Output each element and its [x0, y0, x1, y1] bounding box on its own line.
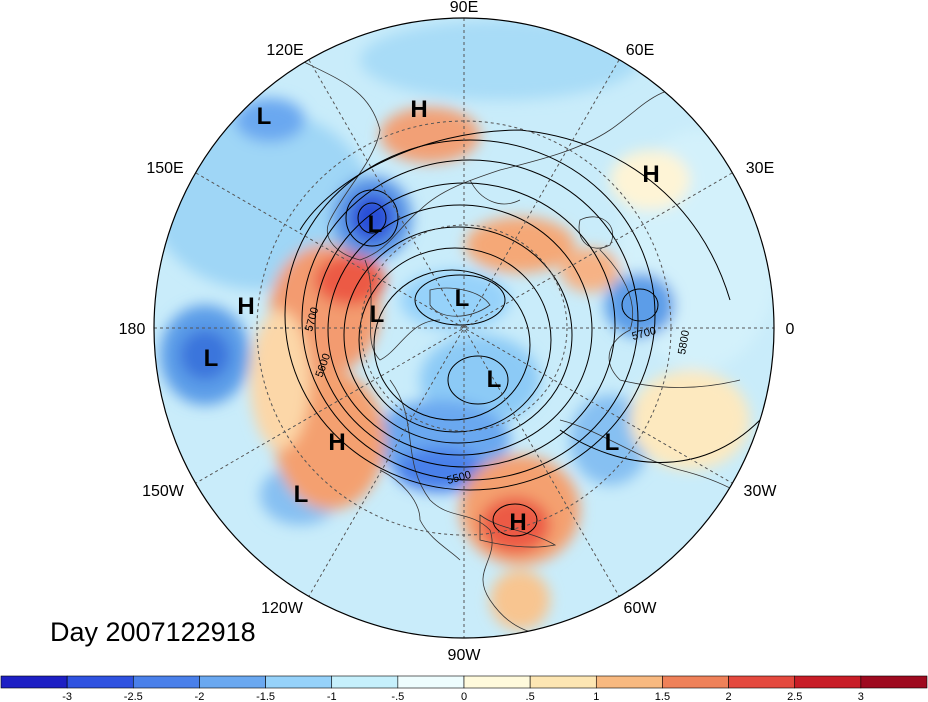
coastlines — [299, 59, 771, 634]
colorbar-swatch — [199, 675, 266, 689]
colorbar-tick-label: 2 — [726, 691, 732, 702]
colorbar-swatch — [794, 675, 862, 689]
colorbar-tick-label: -2.5 — [124, 691, 143, 702]
pressure-center-marker: L — [455, 285, 470, 312]
pressure-centers: L H H L H L L L L H L L H L H — [204, 96, 660, 536]
pressure-center-marker: H — [642, 161, 659, 188]
colorbar-tick-label: 1.5 — [655, 691, 670, 702]
longitude-labels: 90E 60E 120E 150E 30E 180 0 150W 30W 120… — [119, 0, 795, 664]
lon-label: 60W — [624, 600, 658, 617]
colorbar-swatch — [860, 675, 928, 689]
lon-label: 90W — [448, 647, 482, 664]
lon-label: 90E — [450, 0, 478, 16]
graticule — [154, 18, 774, 638]
colorbar-swatch — [66, 675, 134, 689]
lon-label: 60E — [626, 42, 654, 59]
pressure-center-marker: L — [294, 481, 309, 508]
colorbar-swatch — [529, 675, 597, 689]
pressure-center-marker: L — [605, 429, 620, 456]
lon-label: 150E — [146, 160, 183, 177]
pressure-center-marker: L — [257, 103, 272, 130]
colorbar-swatches — [0, 675, 928, 689]
pressure-center-marker: L — [370, 301, 385, 328]
colorbar-tick-label: 3 — [858, 691, 864, 702]
colorbar-swatch — [463, 675, 531, 689]
colorbar-swatch — [265, 675, 333, 689]
colorbar-tick-label: -.5 — [391, 691, 404, 702]
colorbar-tick-label: 1 — [593, 691, 599, 702]
colorbar-tick-label: 0 — [461, 691, 467, 702]
colorbar-tick-label: -1 — [327, 691, 337, 702]
colorbar-tick-label: -1.5 — [256, 691, 275, 702]
polar-stereographic-map: 90E 60E 120E 150E 30E 180 0 150W 30W 120… — [119, 0, 795, 664]
colorbar-swatch — [728, 675, 796, 689]
colorbar-swatch — [662, 675, 729, 689]
colorbar-tick-label: .5 — [526, 691, 535, 702]
colorbar: -3 -2.5 -2 -1.5 -1 -.5 0 .5 1 1.5 2 2.5 3 — [0, 675, 928, 702]
lon-label: 30W — [744, 483, 778, 500]
colorbar-swatch — [331, 675, 399, 689]
pressure-center-marker: H — [410, 96, 427, 123]
lon-label: 0 — [786, 321, 795, 338]
colorbar-swatch — [132, 675, 200, 689]
lon-label: 120W — [261, 600, 304, 617]
height-contours — [284, 129, 761, 537]
map-boundary — [153, 17, 775, 639]
colorbar-swatch — [0, 675, 68, 689]
colorbar-swatch — [595, 675, 663, 689]
contour-label: 5800 — [676, 329, 692, 355]
pressure-center-marker: H — [509, 509, 526, 536]
pressure-center-marker: L — [487, 366, 502, 393]
colorbar-tick-label: 2.5 — [787, 691, 802, 702]
colorbar-ticks: -3 -2.5 -2 -1.5 -1 -.5 0 .5 1 1.5 2 2.5 3 — [62, 691, 864, 702]
colorbar-tick-label: -3 — [62, 691, 72, 702]
lon-label: 150W — [142, 483, 185, 500]
lon-label: 180 — [119, 321, 146, 338]
day-label: Day 2007122918 — [50, 617, 256, 647]
pressure-center-marker: H — [237, 293, 254, 320]
colorbar-swatch — [397, 675, 465, 689]
pressure-center-marker: L — [204, 345, 219, 372]
lon-label: 120E — [266, 42, 303, 59]
colorbar-tick-label: -2 — [195, 691, 205, 702]
anomaly-field — [154, 18, 774, 638]
pressure-center-marker: H — [328, 429, 345, 456]
pressure-center-marker: L — [368, 211, 383, 238]
lon-label: 30E — [746, 160, 774, 177]
